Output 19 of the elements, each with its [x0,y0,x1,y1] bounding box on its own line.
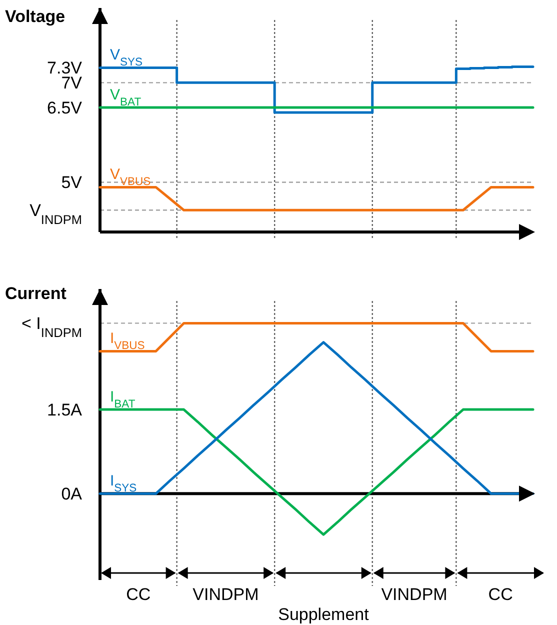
text: VINDPM [381,585,448,604]
series-label: V$_{SYS}$ [110,46,143,69]
text: VINDPM [192,585,259,604]
chart-title: Voltage [5,7,66,26]
chart-title: Current [5,284,67,303]
y-tick-label: 5V [61,173,83,192]
text: CC [126,585,151,604]
y-tick-label: 0A [61,484,83,504]
series-label: I$_{SYS}$ [110,472,137,495]
y-tick-label: 1.5A [47,400,83,420]
text: CC [488,585,513,604]
y-tick-label: < I$_{INDPM}$ [22,314,82,340]
series-label: I$_{VBUS}$ [110,330,145,352]
series-label: V$_{VBUS}$ [110,166,151,188]
y-tick-label: 6.5V [47,98,83,118]
text: Supplement [278,605,370,624]
y-tick-label: V$_{INDPM}$ [30,201,82,227]
series-label: V$_{BAT}$ [110,86,142,109]
series-label: I$_{BAT}$ [110,388,136,411]
